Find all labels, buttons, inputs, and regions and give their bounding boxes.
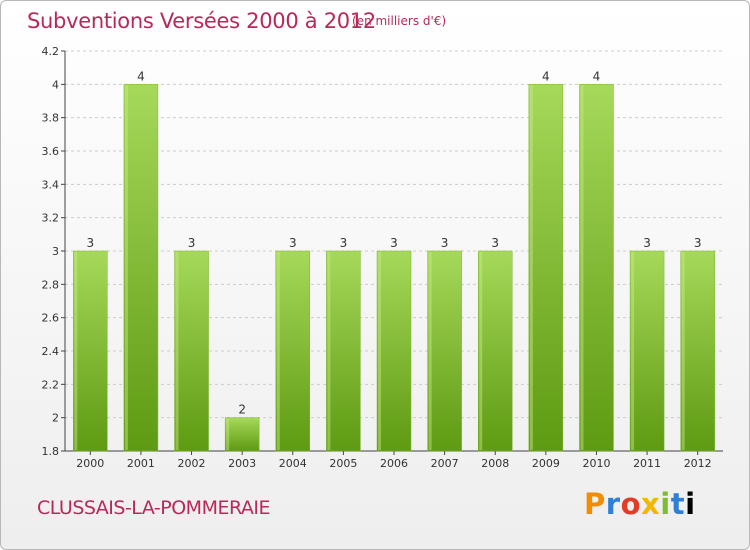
data-label: 3 (390, 236, 398, 250)
x-tick-label: 2005 (329, 457, 357, 470)
bar-highlight (428, 252, 432, 450)
y-tick-label: 3 (52, 245, 59, 258)
data-label: 3 (188, 236, 196, 250)
brand-letter: x (641, 487, 661, 521)
y-tick-label: 4.2 (42, 45, 60, 58)
data-label: 4 (542, 69, 550, 83)
bar-highlight (226, 418, 230, 450)
bar-2000 (73, 250, 108, 452)
x-tick-label: 2006 (380, 457, 408, 470)
bar-2002 (174, 250, 209, 452)
data-label: 3 (441, 236, 449, 250)
data-label: 4 (593, 69, 601, 83)
x-tick-label: 2010 (582, 457, 610, 470)
brand-letter: i (685, 487, 696, 521)
bar-2005 (326, 250, 361, 452)
bars (73, 84, 715, 452)
bar-2003 (224, 417, 260, 452)
bar-2011 (629, 250, 665, 452)
brand-letter: t (670, 487, 686, 521)
x-tick-label: 2003 (228, 457, 256, 470)
x-tick-label: 2009 (532, 457, 560, 470)
y-tick-label: 4 (52, 78, 59, 91)
y-tick-label: 1.8 (42, 445, 60, 458)
bar-2004 (275, 250, 311, 452)
bar-highlight (378, 252, 381, 450)
brand-letter: i (660, 487, 671, 521)
bar-highlight (175, 252, 179, 450)
y-tick-label: 2.4 (42, 345, 60, 358)
data-label: 3 (643, 236, 651, 250)
bar-highlight (529, 85, 533, 450)
y-tick-label: 2.8 (42, 278, 60, 291)
x-tick-label: 2008 (481, 457, 509, 470)
bar-2001 (123, 84, 159, 452)
proxiti-logo[interactable]: Proxiti (584, 487, 696, 521)
x-tick-label: 2001 (127, 457, 155, 470)
data-label: 3 (694, 236, 702, 250)
brand-letter: o (620, 487, 642, 521)
bar-highlight (124, 85, 128, 450)
brand-letter: r (605, 487, 621, 521)
x-tick-label: 2002 (178, 457, 206, 470)
x-tick-label: 2004 (279, 457, 307, 470)
bar-highlight (479, 252, 483, 450)
x-tick-label: 2000 (76, 457, 104, 470)
bar-2009 (528, 84, 564, 452)
x-tick-label: 2012 (684, 457, 712, 470)
data-label: 3 (86, 236, 94, 250)
bar-2010 (579, 84, 614, 452)
x-tick-label: 2011 (633, 457, 661, 470)
bar-highlight (631, 252, 635, 450)
labels: 3 2000 4 2001 3 2002 2 2003 3 2004 3 2005 3 2006 3 2007… (76, 69, 711, 470)
y-tick-label: 2.2 (42, 378, 60, 391)
bar-highlight (681, 252, 685, 450)
data-label: 2 (238, 403, 246, 417)
y-tick-label: 2.6 (42, 312, 60, 325)
y-tick-label: 2 (52, 412, 59, 425)
bar-2012 (680, 250, 715, 452)
data-label: 3 (340, 236, 348, 250)
data-label: 4 (137, 69, 145, 83)
bar-2006 (376, 250, 412, 452)
data-label: 3 (491, 236, 499, 250)
brand-letter: P (584, 487, 606, 521)
chart-title: Subventions Versées 2000 à 2012 (27, 9, 376, 33)
y-tick-label: 3.6 (42, 145, 60, 158)
bar-highlight (74, 252, 78, 450)
data-label: 3 (289, 236, 297, 250)
bar-2008 (477, 250, 513, 452)
y-tick-label: 3.2 (42, 212, 60, 225)
bar-2007 (427, 250, 462, 452)
y-tick-label: 3.8 (42, 112, 60, 125)
bar-highlight (580, 85, 584, 450)
commune-name: CLUSSAIS-LA-POMMERAIE (37, 497, 271, 519)
bar-highlight (276, 252, 280, 450)
x-tick-label: 2007 (431, 457, 459, 470)
y-tick-label: 3.4 (42, 178, 60, 191)
bar-highlight (327, 252, 331, 450)
chart-subtitle: (en milliers d'€) (352, 14, 447, 28)
